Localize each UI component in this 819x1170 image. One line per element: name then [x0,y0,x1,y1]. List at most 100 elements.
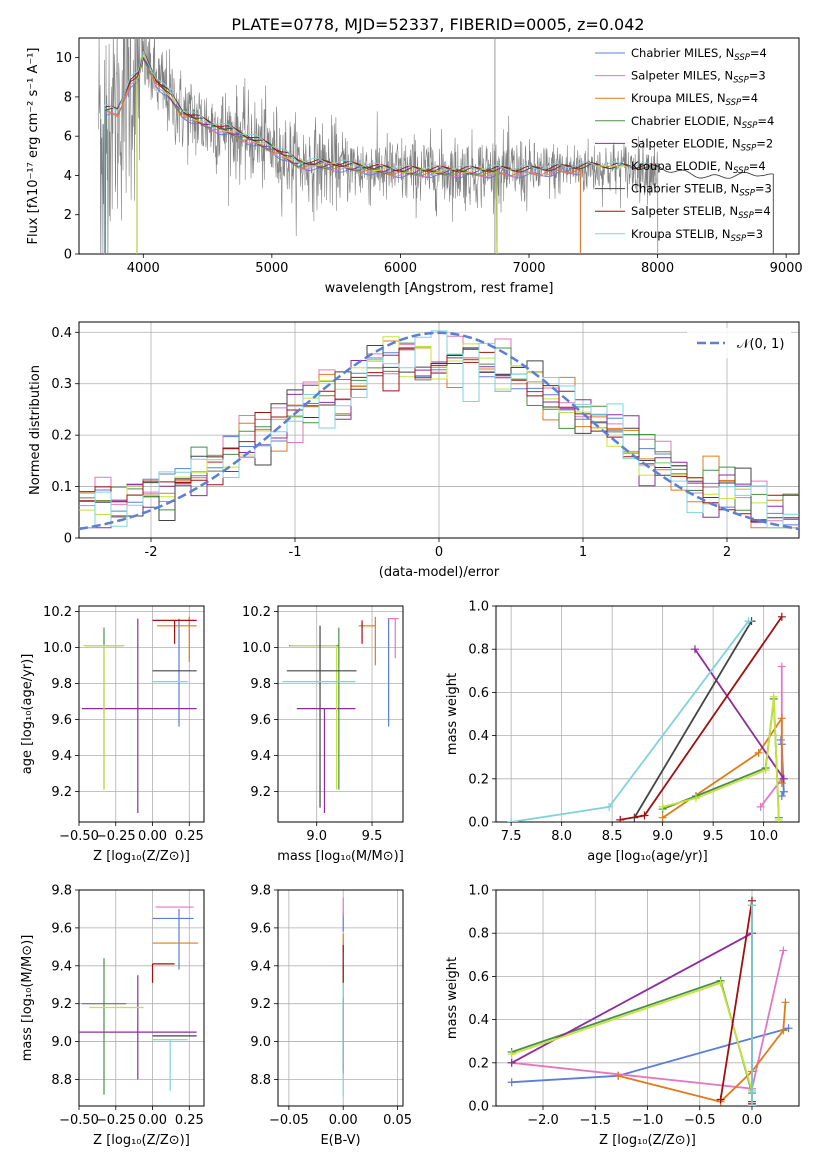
plot-area [79,330,799,531]
axes-frame [78,605,205,823]
errorbar-chabrier-elodie [81,958,127,1095]
y-tick-label: 9.0 [51,1035,72,1050]
y-tick-label: 0.1 [51,480,72,495]
x-tick-label: 9.5 [703,829,724,844]
legend-entry-salpeter-stelib: Salpeter STELIB, NSSP=4 [631,204,771,221]
x-tick-label: 9.0 [306,829,327,844]
histogram-chabrier-miles [79,347,799,526]
y-tick-label: 9.2 [250,997,271,1012]
model-spectrum-chabrier-miles [104,56,581,254]
x-tick-label: 0.00 [138,829,167,844]
y-axis-label: mass weight [445,673,460,755]
y-tick-label: 9.2 [51,785,72,800]
legend-entry-gaussian: 𝒩(0, 1) [737,337,784,352]
series-kroupa-elodie [658,692,783,822]
x-tick-label: 6000 [384,261,417,276]
y-tick-label: 0.8 [468,927,489,942]
data-point-marker [769,692,778,701]
legend-value: =3 [746,227,763,241]
legend-entry-kroupa-stelib: Kroupa STELIB, NSSP=3 [631,227,763,244]
y-tick-label: 1.0 [468,600,489,615]
data-point-marker [616,815,625,822]
data-point-marker [640,811,649,820]
x-tick-label: 9.0 [652,829,673,844]
x-axis-label: Z [log₁₀(Z/Z⊙)] [93,849,190,864]
metallicity-mass-panel: −0.50−0.25 0.00 0.25 8.8 9.0 9.2 9.4 9.6 9.8 Z [l… [20,884,205,1148]
y-tick-label: 10.0 [43,641,72,656]
x-tick-label: 0.00 [329,1113,358,1128]
y-tick-label: 0.6 [468,686,489,701]
x-axis-label: mass [log₁₀(M/M⊙)] [277,849,404,864]
data-point-marker [658,813,667,822]
series-salpeter-stelib [616,612,786,822]
y-tick-label: 9.4 [250,749,271,764]
y-tick-label: 10.0 [242,641,271,656]
x-tick-label: 7.5 [501,829,522,844]
legend-entry-chabrier-miles: Chabrier MILES, NSSP=4 [631,46,767,63]
model-spectrum-salpeter-miles [104,55,581,254]
legend-text: Chabrier MILES, N [631,46,734,60]
data-point-marker [507,1078,516,1087]
data-point-marker [779,787,788,796]
x-tick-label: 0.05 [383,1113,412,1128]
y-tick-label: 8 [64,90,72,105]
residuals-panel: -2 -1 0 1 2 0 0.1 0.2 0.3 0.4 (data-model)/error No… [28,321,800,580]
x-tick-label: −0.05 [269,1113,309,1128]
x-axis-label: age [log₁₀(age/yr)] [587,849,708,864]
errorbar-kroupa-elodie [83,644,125,790]
y-tick-label: 9.8 [250,677,271,692]
series-kroupa-stelib [747,901,756,1106]
data-point-marker [747,1086,756,1095]
y-tick-label: 10 [55,51,72,66]
x-tick-label: 5000 [255,261,288,276]
data-point-marker [779,774,788,783]
y-tick-label: 6 [64,130,72,145]
plot-area [507,612,788,822]
data-point-marker [754,748,763,757]
data-point-marker [507,818,516,822]
x-tick-label: −0.25 [96,1113,136,1128]
axes-frame [78,321,800,539]
y-tick-label: 9.8 [250,884,271,899]
data-point-marker [744,617,753,626]
legend-value: =2 [756,136,773,150]
data-point-marker [781,998,790,1007]
y-tick-label: 9.0 [250,1035,271,1050]
errorbar-salpeter-elodie [79,975,197,1080]
data-point-marker [774,815,783,822]
y-tick-label: 9.8 [51,884,72,899]
metallicity-age-panel: −0.50−0.25 0.00 0.25 9.2 9.4 9.6 9.8 10.0 10.2 Z … [20,605,205,864]
metallicity-weight-panel: −2.0 −1.5 −1.0 −0.5 0.0 0.0 0.2 0.4 0.6 0.8 1.0 Z [… [445,884,800,1148]
legend-text: Salpeter STELIB, N [631,204,738,218]
y-tick-label: 0.4 [468,1013,489,1028]
data-point-marker [747,901,756,910]
data-point-marker [507,1050,516,1059]
errorbar-salpeter-elodie [81,618,197,813]
y-tick-label: 8.8 [51,1073,72,1088]
y-tick-label: 0.4 [51,326,72,341]
x-tick-label: −1.5 [579,1113,611,1128]
x-axis-label: Z [log₁₀(Z/Z⊙)] [599,1133,696,1148]
data-point-marker [777,612,786,621]
legend-text: Kroupa ELODIE, N [631,159,733,173]
histogram-kroupa-miles [79,340,799,529]
plot-area [507,896,793,1106]
errorbar-salpeter-elodie [296,707,356,813]
data-point-marker [716,1095,725,1104]
x-tick-label: 8.5 [602,829,623,844]
x-tick-label: 0.25 [175,829,204,844]
y-tick-label: 9.6 [250,713,271,728]
y-tick-label: 10.2 [242,605,271,620]
y-tick-label: 0.2 [468,1056,489,1071]
x-tick-label: −0.50 [59,829,99,844]
x-tick-label: −0.5 [684,1113,716,1128]
data-point-marker [777,792,786,801]
legend-subscript: SSP [733,76,749,86]
x-tick-label: 8000 [641,261,674,276]
legend-subscript: SSP [742,121,758,131]
x-tick-label: 2 [723,545,731,560]
y-tick-label: 0.2 [468,772,489,787]
data-point-marker [658,802,667,811]
